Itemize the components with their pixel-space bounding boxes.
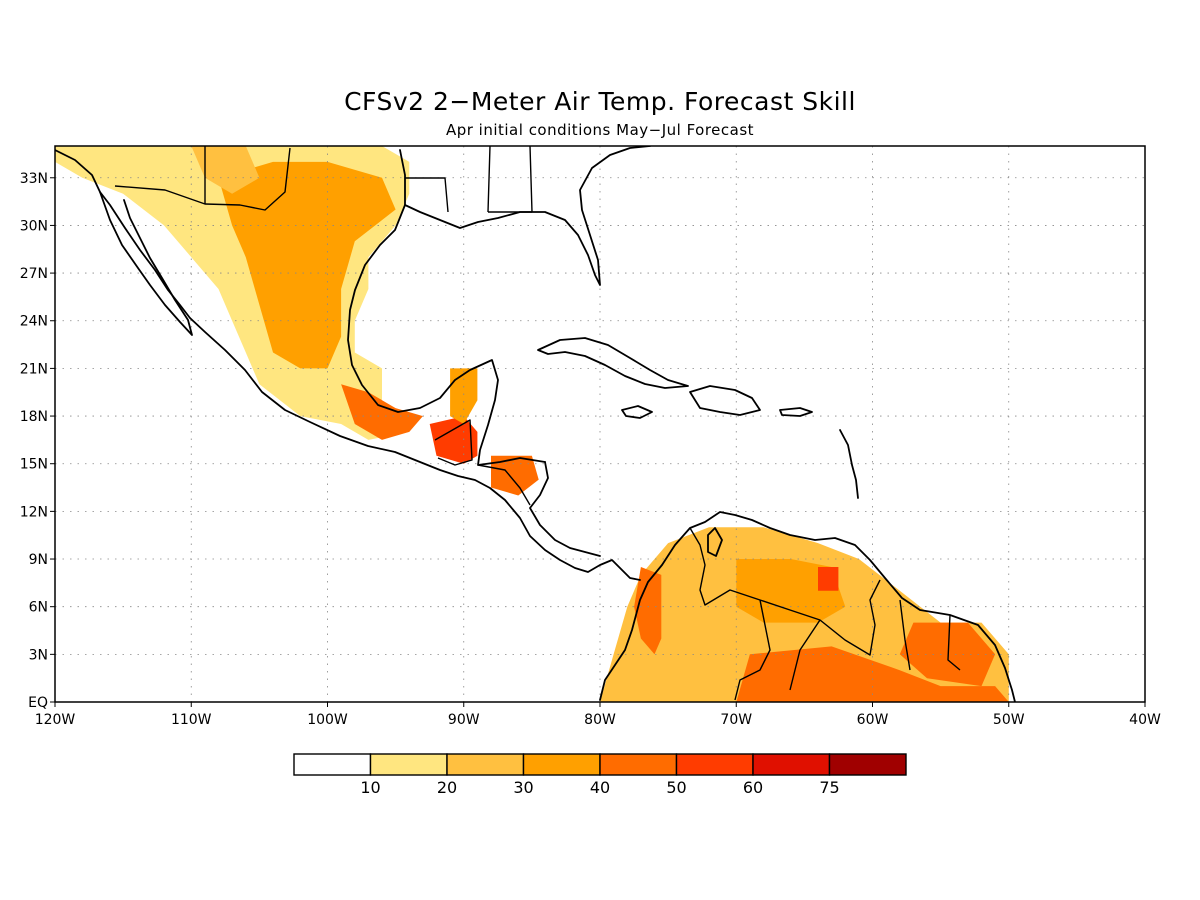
region-guianas bbox=[899, 622, 996, 687]
coastline-hispaniola bbox=[689, 385, 761, 416]
colorbar-label: 75 bbox=[819, 778, 839, 797]
coastline-central-america bbox=[529, 461, 601, 557]
region-yucatan bbox=[450, 368, 478, 424]
colorbar-label: 10 bbox=[360, 778, 380, 797]
colorbar-label: 60 bbox=[743, 778, 763, 797]
region-mexico-mid bbox=[191, 146, 260, 194]
y-tick-label: 21N bbox=[20, 361, 48, 377]
coastline-cuba bbox=[537, 337, 689, 389]
map-title: CFSv2 2−Meter Air Temp. Forecast Skill bbox=[344, 87, 856, 116]
region-colombia-w bbox=[634, 567, 662, 655]
coastline-puerto-rico bbox=[779, 407, 813, 417]
coastline-lesser-antilles bbox=[839, 429, 859, 499]
region-venezuela-core bbox=[818, 567, 839, 591]
y-tick-label: 18N bbox=[20, 409, 48, 425]
y-tick-label: 33N bbox=[20, 171, 48, 187]
region-honduras bbox=[491, 455, 539, 496]
x-tick-label: 40W bbox=[1129, 712, 1161, 728]
coastline-lake-maracaibo bbox=[707, 527, 723, 557]
y-tick-label: 15N bbox=[20, 457, 48, 473]
colorbar-swatch bbox=[446, 753, 525, 776]
colorbar-label: 20 bbox=[437, 778, 457, 797]
axis-ticks: 120W 110W 100W 90W 80W 70W 60W 50W 40W EQ 3N 6N 9N 12… bbox=[20, 171, 1161, 728]
coastlines-and-borders bbox=[55, 146, 1016, 702]
x-tick-label: 90W bbox=[448, 712, 480, 728]
y-tick-label: EQ bbox=[28, 695, 48, 711]
colorbar-label: 40 bbox=[590, 778, 610, 797]
y-tick-label: 6N bbox=[29, 600, 48, 616]
coastline-south-america bbox=[599, 511, 1016, 702]
colorbar: 10 20 30 40 50 60 75 bbox=[293, 753, 907, 797]
border-central-america bbox=[477, 464, 531, 506]
x-tick-label: 110W bbox=[171, 712, 212, 728]
y-tick-label: 30N bbox=[20, 218, 48, 234]
coastline-baja-california bbox=[99, 191, 193, 336]
y-tick-label: 12N bbox=[20, 504, 48, 520]
x-tick-label: 100W bbox=[307, 712, 348, 728]
coastline-gulf-of-mexico bbox=[347, 149, 546, 466]
y-tick-label: 9N bbox=[29, 552, 48, 568]
x-tick-label: 70W bbox=[720, 712, 752, 728]
colorbar-swatch bbox=[599, 753, 678, 776]
border-us-mexico bbox=[114, 147, 291, 211]
region-guatemala bbox=[429, 416, 478, 464]
colorbar-swatch bbox=[369, 753, 448, 776]
skill-shading-layer bbox=[55, 146, 1009, 702]
colorbar-label: 50 bbox=[666, 778, 686, 797]
colorbar-swatch bbox=[828, 753, 907, 776]
colorbar-swatch bbox=[675, 753, 754, 776]
coastline-us-gulf-florida bbox=[404, 146, 651, 286]
colorbar-swatch bbox=[293, 753, 372, 776]
colorbar-swatch bbox=[752, 753, 831, 776]
map-area bbox=[55, 146, 1145, 702]
y-tick-label: 27N bbox=[20, 266, 48, 282]
y-tick-label: 24N bbox=[20, 314, 48, 330]
colorbar-label: 30 bbox=[513, 778, 533, 797]
region-s-mexico bbox=[341, 384, 423, 440]
coastline-north-central-america bbox=[55, 149, 641, 581]
border-us-states bbox=[204, 146, 533, 213]
map-subtitle: Apr initial conditions May−Jul Forecast bbox=[446, 121, 754, 139]
border-guatemala bbox=[434, 419, 473, 466]
y-tick-label: 3N bbox=[29, 647, 48, 663]
x-tick-label: 60W bbox=[857, 712, 889, 728]
x-tick-label: 50W bbox=[993, 712, 1025, 728]
border-south-america bbox=[689, 527, 961, 701]
region-amazon bbox=[736, 646, 1009, 702]
coastline-jamaica bbox=[621, 405, 653, 419]
colorbar-swatch bbox=[522, 753, 601, 776]
x-tick-label: 80W bbox=[584, 712, 616, 728]
region-mexico-core bbox=[218, 161, 396, 369]
x-tick-label: 120W bbox=[35, 712, 76, 728]
